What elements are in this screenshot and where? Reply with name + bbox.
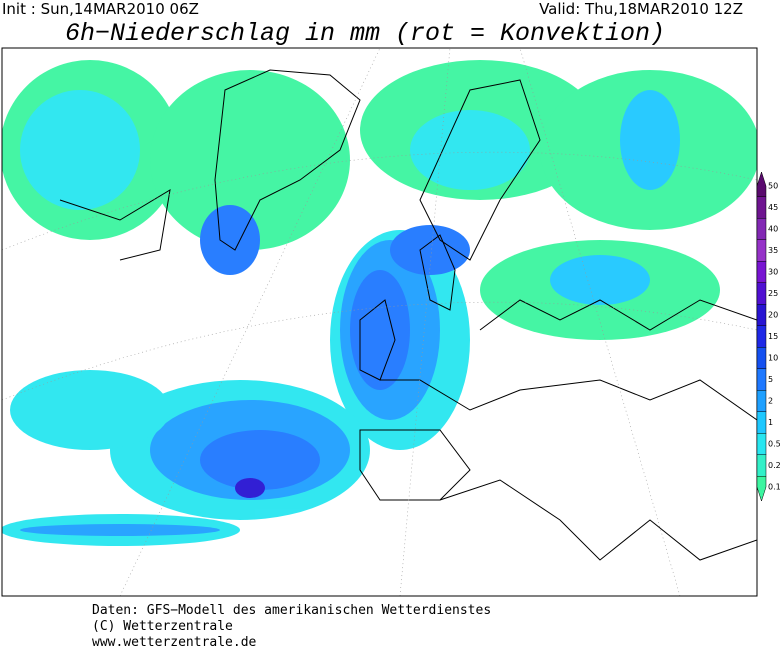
valid-time: Valid: Thu,18MAR2010 12Z	[539, 0, 743, 18]
colorbar-label: 1	[768, 418, 773, 427]
colorbar-swatch	[756, 218, 767, 240]
init-time: Init : Sun,14MAR2010 06Z	[2, 0, 199, 18]
colorbar-swatch	[756, 347, 767, 369]
footer-url: www.wetterzentrale.de	[92, 635, 257, 648]
colorbar-swatch	[756, 171, 767, 197]
colorbar: 50 45 40 35 30 25 20 15 10 5 2 1 0.5 0.2 0.1	[756, 171, 781, 502]
colorbar-swatch	[756, 325, 767, 348]
colorbar-swatch	[756, 454, 767, 477]
colorbar-label: 40	[768, 225, 778, 234]
colorbar-swatch	[756, 196, 767, 219]
colorbar-swatch	[756, 282, 767, 305]
colorbar-swatch	[756, 411, 767, 434]
colorbar-swatch	[756, 239, 767, 262]
colorbar-label: 0.5	[768, 440, 781, 449]
colorbar-swatch	[756, 304, 767, 326]
footer-copyright: (C) Wetterzentrale	[92, 619, 233, 634]
colorbar-label: 0.1	[768, 483, 781, 492]
colorbar-swatch	[756, 476, 767, 502]
colorbar-label: 5	[768, 375, 773, 384]
colorbar-swatch	[756, 261, 767, 283]
colorbar-label: 20	[768, 311, 778, 320]
map	[1, 47, 758, 597]
colorbar-label: 35	[768, 246, 778, 255]
colorbar-label: 0.2	[768, 461, 781, 470]
colorbar-label: 50	[768, 182, 778, 191]
colorbar-swatch	[756, 433, 767, 455]
title: 6h−Niederschlag in mm (rot = Konvektion)	[65, 19, 665, 48]
colorbar-label: 15	[768, 332, 778, 341]
colorbar-swatch	[756, 390, 767, 412]
colorbar-label: 30	[768, 268, 778, 277]
footer-source: Daten: GFS−Modell des amerikanischen Wet…	[92, 603, 491, 618]
colorbar-swatch	[756, 368, 767, 391]
colorbar-label: 2	[768, 397, 773, 406]
colorbar-label: 45	[768, 203, 778, 212]
colorbar-label: 10	[768, 354, 778, 363]
colorbar-label: 25	[768, 289, 778, 298]
